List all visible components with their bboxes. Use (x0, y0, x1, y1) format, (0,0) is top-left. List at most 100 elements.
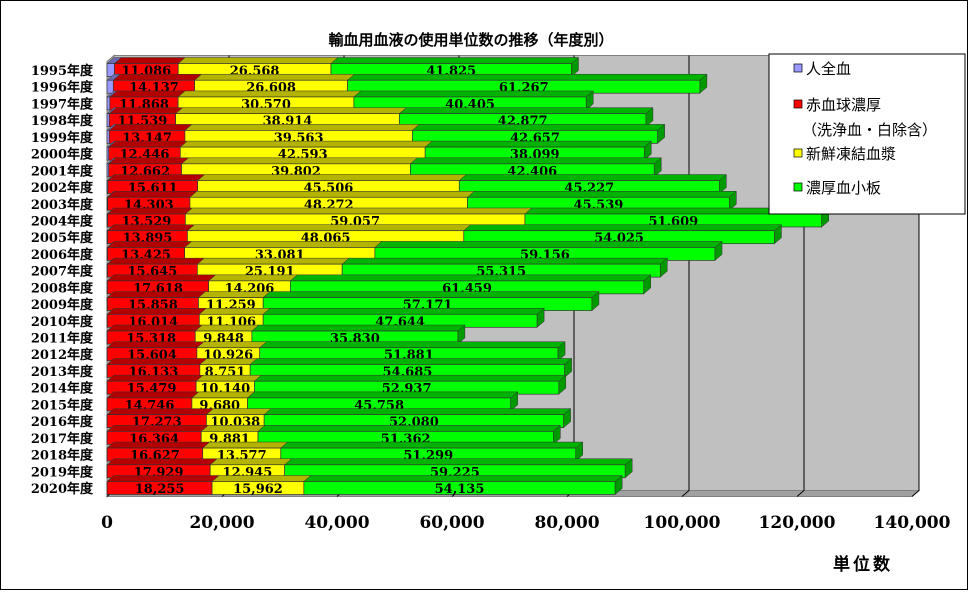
bar-row: 13,147 39,563 42,657 (106, 123, 666, 146)
bar-top-face (205, 408, 272, 415)
bar-top-face (106, 408, 215, 415)
bar-top-face (303, 475, 623, 482)
bar-top-face (106, 441, 211, 449)
bar-top-face (107, 191, 198, 198)
bar-top-face (108, 124, 193, 131)
bar-side-face (557, 341, 566, 362)
bar-top-face (198, 308, 271, 315)
bar-top-face (184, 207, 533, 215)
bar-top-face (199, 358, 258, 365)
bar-top-face (106, 358, 208, 365)
bar-top-face (108, 140, 188, 148)
y-tick-label: 2007年度 (31, 264, 94, 280)
bar-row: 17,618 14,206 61,459 (106, 274, 652, 296)
data-label: 18,255 (135, 482, 185, 497)
y-tick-label: 2006年度 (31, 247, 94, 263)
bar-top-face (374, 241, 723, 248)
bar-top-face (174, 107, 408, 114)
bar-top-face (249, 358, 573, 365)
bar-top-face (262, 308, 545, 315)
y-tick-label: 2000年度 (31, 147, 94, 163)
bar-top-face (196, 174, 467, 181)
bar-top-face (106, 341, 205, 348)
y-tick-label: 2012年度 (31, 347, 94, 363)
floor-gridline (911, 490, 920, 497)
bar-top-face (253, 374, 567, 382)
bar-top-face (195, 374, 263, 382)
y-tick-label: 2004年度 (31, 213, 94, 229)
bar-top-face (106, 458, 218, 466)
bar-top-face (330, 57, 580, 64)
bar-top-face (398, 107, 654, 114)
bar-row: 12,662 39,802 42,406 (106, 157, 662, 179)
data-label: 15,962 (233, 482, 283, 497)
x-tick-label: 100,000 (644, 513, 721, 533)
y-tick-label: 2013年度 (31, 364, 94, 380)
bar-side-face (558, 374, 567, 395)
y-tick-label: 2002年度 (31, 180, 94, 196)
x-tick-label: 80,000 (534, 513, 599, 533)
bar-top-face (191, 391, 256, 399)
bar-segment (106, 96, 111, 111)
bar-top-face (177, 57, 339, 64)
x-tick-label: 120,000 (759, 513, 836, 533)
bar-top-face (209, 458, 293, 466)
legend-swatch (793, 148, 803, 158)
bar-side-face (457, 324, 466, 345)
y-tick-label: 2005年度 (31, 230, 94, 246)
chart-title: 輸血用血液の使用単位数の推移（年度別） (328, 31, 613, 49)
bar-top-face (106, 475, 220, 482)
y-tick-label: 2016年度 (31, 414, 94, 430)
bar-top-face (424, 140, 652, 148)
bar-top-face (289, 274, 652, 282)
bar-top-face (257, 425, 562, 432)
bar-top-face (179, 140, 433, 148)
y-tick-label: 2001年度 (31, 163, 94, 179)
bar-row: 15,611 45,506 45,227 (106, 173, 728, 196)
bar-top-face (458, 174, 728, 181)
bar-row: 17,273 10,038 52,080 (106, 408, 572, 430)
bar-side-face (585, 90, 594, 111)
bar-top-face (107, 174, 206, 181)
bar-top-face (184, 124, 421, 131)
legend-label: 人全血 (806, 60, 851, 78)
y-tick-label: 2003年度 (31, 197, 94, 213)
bar-top-face (177, 90, 362, 98)
x-tick-label: 40,000 (304, 513, 369, 533)
bar-side-face (645, 107, 654, 128)
bar-side-face (614, 474, 623, 496)
floor-gridline (681, 490, 690, 497)
bar-side-face (643, 274, 651, 295)
y-tick-label: 2017年度 (31, 431, 94, 447)
bar-row: 11,868 30,570 40,405 (106, 90, 594, 112)
x-tick-label: 60,000 (419, 513, 484, 533)
bar-side-face (536, 307, 545, 328)
y-tick-label: 1998年度 (31, 113, 94, 129)
bar-top-face (200, 425, 266, 432)
bar-side-face (660, 257, 668, 278)
x-axis-title: 単位数 (833, 554, 893, 575)
y-tick-label: 1997年度 (31, 96, 94, 112)
bar-side-face (553, 424, 561, 445)
bar-top-face (108, 157, 190, 165)
bar-side-face (644, 140, 652, 161)
bar-side-face (624, 458, 633, 479)
bar-top-face (186, 224, 472, 231)
y-axis-labels: 1995年度1996年度1997年度1998年度1999年度2000年度2001… (31, 63, 94, 497)
y-tick-label: 2009年度 (31, 297, 94, 313)
bar-top-face (106, 324, 203, 332)
x-axis-labels: 0 20,000 40,000 60,000 80,000 100,000 120,000 1… (101, 513, 951, 533)
bar-side-face (657, 123, 665, 144)
bar-side-face (563, 408, 571, 429)
bar-row: 14,303 48,272 45,539 (106, 190, 738, 213)
bar-top-face (262, 291, 600, 298)
bar-top-face (346, 73, 708, 81)
x-tick-label: 140,000 (874, 513, 951, 533)
bar-top-face (113, 57, 186, 64)
bar-side-face (571, 56, 579, 78)
y-tick-label: 2010年度 (31, 314, 94, 330)
x-tick-label: 0 (101, 513, 113, 533)
